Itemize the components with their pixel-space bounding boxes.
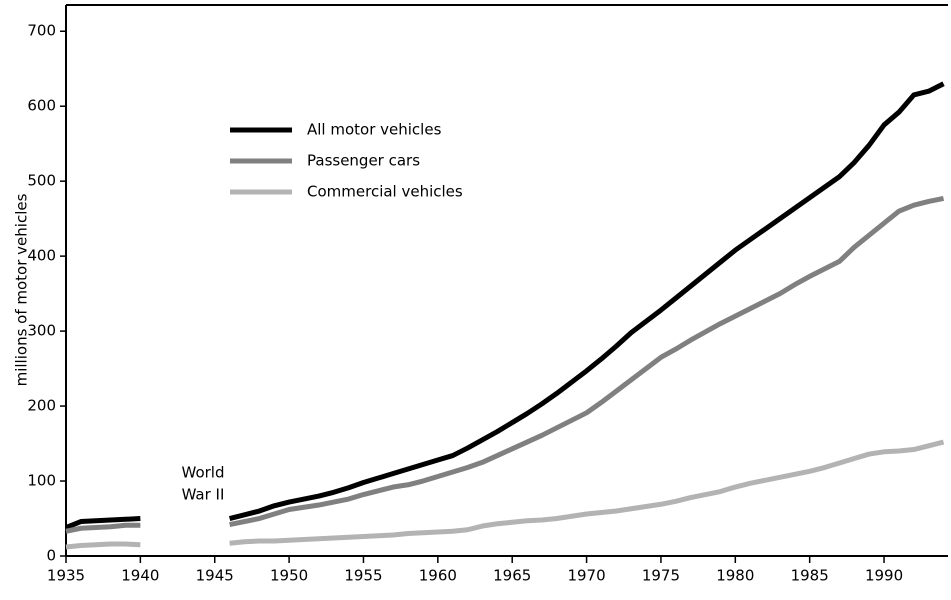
legend-label: Passenger cars: [307, 152, 420, 170]
x-tick-label: 1935: [47, 567, 85, 585]
y-tick-label: 100: [27, 472, 56, 490]
x-tick-label: 1950: [270, 567, 308, 585]
x-tick-label: 1990: [865, 567, 903, 585]
y-tick-label: 700: [27, 22, 56, 40]
x-tick-label: 1970: [567, 567, 605, 585]
y-tick-label: 400: [27, 247, 56, 265]
annotation: World: [182, 464, 225, 482]
series-line: [65, 522, 141, 534]
y-tick-label: 600: [27, 97, 56, 115]
x-tick-label: 1940: [121, 567, 159, 585]
x-tick-label: 1980: [716, 567, 754, 585]
y-tick-label: 500: [27, 172, 56, 190]
y-axis-label: millions of motor vehicles: [13, 193, 31, 386]
series-line: [229, 195, 945, 527]
x-tick-label: 1985: [791, 567, 829, 585]
series-line: [228, 81, 945, 521]
x-tick-label: 1945: [196, 567, 234, 585]
x-tick-label: 1960: [419, 567, 457, 585]
legend-label: Commercial vehicles: [307, 183, 463, 201]
x-tick-label: 1975: [642, 567, 680, 585]
y-tick-label: 0: [46, 547, 56, 565]
y-tick-label: 200: [27, 397, 56, 415]
series-line: [65, 516, 141, 530]
legend-label: All motor vehicles: [307, 121, 442, 139]
y-tick-label: 300: [27, 322, 56, 340]
annotation: War II: [182, 486, 225, 504]
series-line: [65, 541, 141, 550]
x-tick-label: 1955: [344, 567, 382, 585]
series-line: [229, 439, 945, 546]
x-tick-label: 1965: [493, 567, 531, 585]
